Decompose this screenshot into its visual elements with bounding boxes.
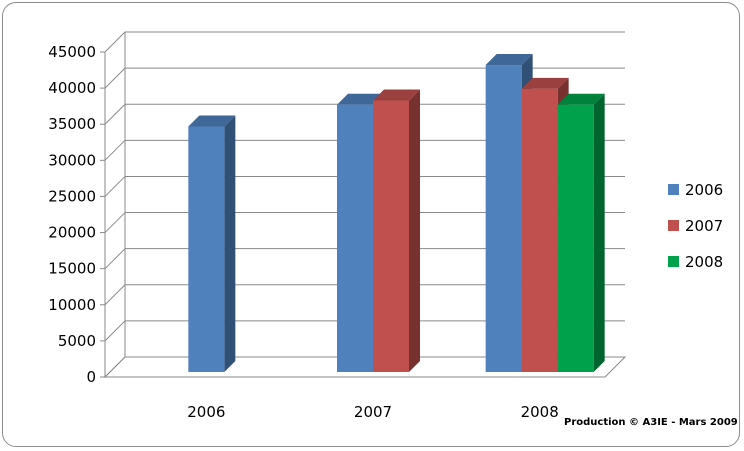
gridline-diagonal	[104, 320, 126, 342]
y-tick-label: 15000	[48, 260, 96, 278]
bar-2007-2007	[373, 89, 420, 372]
bar-side-face	[224, 115, 236, 372]
bar-2008-2008	[557, 93, 605, 373]
legend-item-2008: 2008	[668, 253, 723, 271]
gridline-diagonal	[104, 248, 126, 270]
gridline-diagonal	[104, 212, 126, 233]
y-tick-label: 0	[86, 368, 96, 386]
side-wall-edge	[104, 52, 126, 379]
bar-front-face	[557, 104, 594, 373]
y-tick-label: 10000	[48, 296, 96, 314]
bar-top-face	[188, 115, 236, 127]
chart-floor	[103, 356, 627, 378]
legend-swatch	[668, 220, 679, 231]
bar-front-face	[188, 126, 225, 372]
gridline-diagonal	[104, 176, 126, 197]
y-tick-label: 5000	[58, 332, 96, 350]
gridline-diagonal	[104, 31, 126, 53]
legend-label: 2007	[685, 217, 723, 235]
bars	[188, 54, 605, 373]
gridline-diagonal	[104, 67, 126, 89]
bar-top-face	[521, 77, 569, 89]
bar-side-face	[593, 93, 605, 373]
y-tick-label: 20000	[48, 224, 96, 242]
bar-2006-2006	[188, 115, 236, 372]
x-axis-category-labels: 2006 2007 2008	[187, 403, 559, 421]
bar-front-face	[521, 88, 558, 372]
gridline-diagonal	[104, 103, 126, 125]
y-axis-tick-labels: 0 5000 10000 15000 20000 25000 30000 35000 40000…	[48, 43, 96, 386]
credit-text: Production © A3IE - Mars 2009	[564, 417, 738, 428]
bar-top-face	[337, 93, 384, 105]
y-tick-label: 45000	[48, 43, 96, 61]
gridline-diagonal	[104, 284, 126, 306]
legend-item-2006: 2006	[668, 181, 723, 199]
legend-swatch	[668, 184, 679, 195]
bar-front-face	[337, 104, 373, 373]
x-category-label: 2007	[354, 403, 392, 421]
y-tick-label: 25000	[48, 187, 96, 205]
bar-front-face	[485, 65, 522, 373]
bar-front-face	[373, 100, 409, 372]
y-tick-label: 35000	[48, 115, 96, 133]
y-tick-label: 40000	[48, 79, 96, 97]
gridline-diagonal	[104, 139, 126, 161]
bar-top-face	[373, 89, 420, 101]
legend-label: 2008	[685, 253, 723, 271]
x-category-label: 2008	[521, 403, 559, 421]
x-category-label: 2006	[187, 403, 225, 421]
bar-side-face	[409, 89, 420, 372]
bar-top-face	[557, 93, 605, 105]
y-tick-label: 30000	[48, 151, 96, 169]
legend: 2006 2007 2008	[668, 181, 723, 271]
legend-label: 2006	[685, 181, 723, 199]
legend-item-2007: 2007	[668, 217, 723, 235]
legend-swatch	[668, 256, 679, 267]
bar-top-face	[485, 54, 533, 66]
